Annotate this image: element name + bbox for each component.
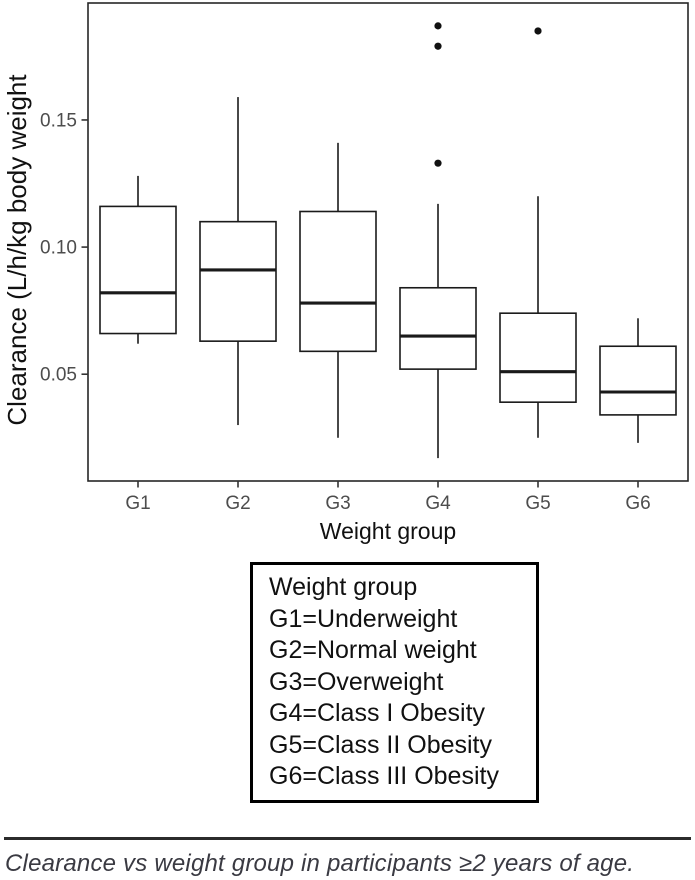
outlier-point bbox=[434, 22, 442, 30]
iqr-box bbox=[399, 286, 477, 370]
caption-divider bbox=[4, 837, 691, 840]
iqr-box bbox=[99, 205, 177, 335]
boxplot-svg: 0.05 0.10 0.15 G1 G2 G3 G4 G5 G6 Weight group Clea… bbox=[2, 2, 689, 544]
legend-line-g2: G2=Normal weight bbox=[269, 636, 477, 664]
iqr-box bbox=[599, 345, 677, 416]
outlier-point bbox=[434, 159, 442, 167]
x-tick-label: G2 bbox=[225, 493, 250, 514]
legend-line-g6: G6=Class III Obesity bbox=[269, 762, 499, 790]
weight-group-legend-box: Weight group G1=Underweight G2=Normal we… bbox=[250, 562, 539, 803]
legend-title: Weight group bbox=[269, 573, 418, 601]
box-G6 bbox=[599, 318, 677, 443]
y-tick-label: 0.05 bbox=[40, 365, 77, 386]
figure-caption: Clearance vs weight group in participant… bbox=[5, 850, 635, 877]
x-tick-label: G6 bbox=[625, 493, 650, 514]
legend-line-g1: G1=Underweight bbox=[269, 604, 458, 633]
outlier-point bbox=[534, 27, 542, 35]
x-axis-title: Weight group bbox=[320, 518, 456, 544]
iqr-box bbox=[199, 220, 277, 342]
iqr-box bbox=[499, 312, 577, 403]
legend-line-g5: G5=Class II Obesity bbox=[269, 730, 492, 759]
y-tick-label: 0.15 bbox=[40, 110, 77, 131]
y-tick-label: 0.10 bbox=[40, 238, 77, 259]
box-G1 bbox=[99, 175, 177, 344]
legend-line-g3: G3=Overweight bbox=[269, 667, 444, 696]
box-G4 bbox=[399, 22, 477, 459]
x-tick-label: G3 bbox=[325, 493, 350, 514]
y-axis-title: Clearance (L/h/kg body weight bbox=[2, 74, 32, 426]
box-G5 bbox=[499, 27, 577, 438]
iqr-box bbox=[299, 210, 377, 353]
plot-panel bbox=[87, 2, 689, 482]
clearance-boxplot-chart: 0.05 0.10 0.15 G1 G2 G3 G4 G5 G6 Weight group Clea… bbox=[2, 2, 689, 544]
legend-line-g4: G4=Class I Obesity bbox=[269, 699, 486, 727]
box-G2 bbox=[199, 97, 277, 426]
x-tick-label: G5 bbox=[525, 493, 550, 514]
x-tick-label: G4 bbox=[425, 493, 451, 514]
x-tick-label: G1 bbox=[125, 493, 150, 514]
outlier-point bbox=[434, 42, 442, 50]
box-G3 bbox=[299, 142, 377, 438]
